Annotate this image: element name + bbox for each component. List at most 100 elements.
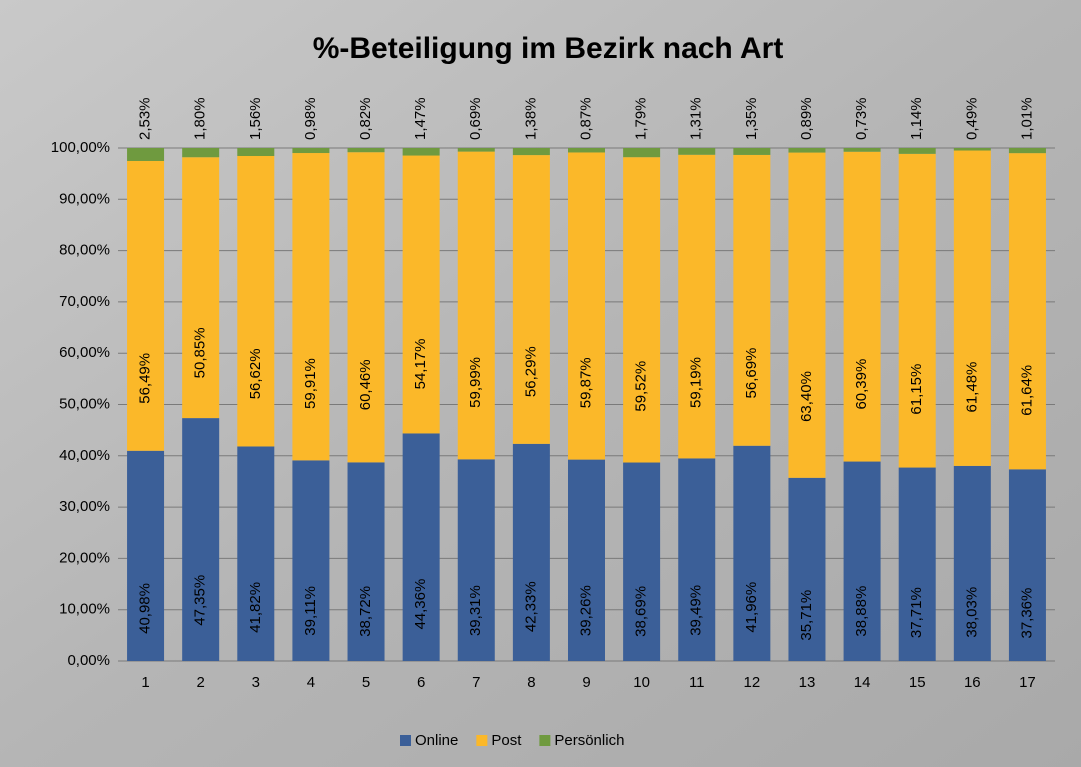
data-label: 39,49% bbox=[688, 585, 705, 636]
data-label: 42,33% bbox=[522, 581, 539, 632]
data-label: 38,88% bbox=[853, 586, 870, 637]
data-label: 1,31% bbox=[688, 97, 705, 140]
bar-segment bbox=[292, 153, 330, 461]
data-label: 0,73% bbox=[853, 97, 870, 140]
data-label: 61,64% bbox=[1018, 365, 1035, 416]
bar-segment bbox=[953, 150, 991, 466]
data-label: 41,82% bbox=[247, 582, 264, 633]
data-label: 59,52% bbox=[633, 361, 650, 412]
data-label: 1,79% bbox=[633, 97, 650, 140]
bar-segment bbox=[898, 148, 936, 154]
data-label: 0,87% bbox=[577, 97, 594, 140]
data-label: 59,99% bbox=[467, 357, 484, 408]
x-tick-label: 10 bbox=[633, 674, 650, 691]
data-label: 47,35% bbox=[192, 575, 209, 626]
x-tick-label: 3 bbox=[252, 674, 260, 691]
bar-segment bbox=[1008, 469, 1046, 661]
bar-segment bbox=[127, 148, 165, 161]
data-label: 59,87% bbox=[577, 357, 594, 408]
data-label: 35,71% bbox=[798, 590, 815, 641]
data-label: 60,46% bbox=[357, 359, 374, 410]
x-tick-label: 15 bbox=[909, 674, 926, 691]
x-tick-label: 6 bbox=[417, 674, 425, 691]
data-label: 59,19% bbox=[688, 357, 705, 408]
data-label: 56,49% bbox=[137, 353, 154, 404]
bar-segment bbox=[843, 151, 881, 462]
x-tick-label: 17 bbox=[1019, 674, 1036, 691]
data-label: 1,56% bbox=[247, 97, 264, 140]
data-label: 54,17% bbox=[412, 339, 429, 390]
data-label: 0,49% bbox=[963, 97, 980, 140]
bar-segment bbox=[127, 160, 165, 451]
bar-segment bbox=[347, 148, 385, 153]
x-tick-label: 11 bbox=[689, 674, 705, 691]
bar-segment bbox=[843, 148, 881, 152]
data-label: 60,39% bbox=[853, 359, 870, 410]
data-label: 61,48% bbox=[963, 362, 980, 413]
data-label: 56,62% bbox=[247, 348, 264, 399]
x-tick-label: 12 bbox=[744, 674, 761, 691]
bar-segment bbox=[512, 155, 550, 444]
bar-segment bbox=[402, 155, 440, 434]
y-tick-label: 90,00% bbox=[59, 190, 110, 207]
legend-swatch bbox=[476, 735, 488, 746]
x-tick-label: 14 bbox=[854, 674, 871, 691]
bar-segment bbox=[402, 148, 440, 156]
y-tick-label: 30,00% bbox=[59, 498, 110, 515]
bar-segment bbox=[953, 148, 991, 151]
data-label: 0,89% bbox=[798, 97, 815, 140]
bar-segment bbox=[1008, 147, 1046, 154]
bar-segment bbox=[237, 446, 275, 661]
data-label: 56,29% bbox=[522, 346, 539, 397]
data-label: 59,91% bbox=[302, 358, 319, 409]
y-tick-label: 70,00% bbox=[59, 293, 110, 310]
data-label: 61,15% bbox=[908, 364, 925, 415]
legend-label: Online bbox=[415, 732, 458, 749]
data-label: 63,40% bbox=[798, 371, 815, 422]
bar-segment bbox=[788, 477, 826, 661]
data-label: 2,53% bbox=[137, 97, 154, 140]
bar-segment bbox=[788, 148, 826, 153]
bar-segment bbox=[678, 458, 716, 661]
data-label: 38,72% bbox=[357, 586, 374, 637]
bar-segment bbox=[623, 157, 661, 463]
bar-segment bbox=[733, 445, 771, 661]
y-tick-label: 100,00% bbox=[51, 139, 110, 156]
x-tick-label: 2 bbox=[197, 674, 205, 691]
y-tick-label: 20,00% bbox=[59, 549, 110, 566]
y-tick-label: 10,00% bbox=[59, 601, 110, 618]
bar-segment bbox=[623, 462, 661, 661]
data-label: 44,36% bbox=[412, 579, 429, 630]
chart-title: %-Beteiligung im Bezirk nach Art bbox=[313, 32, 784, 65]
y-tick-label: 60,00% bbox=[59, 344, 110, 361]
bar-segment bbox=[292, 148, 330, 154]
bar-segment bbox=[568, 148, 605, 153]
bar-segment bbox=[127, 450, 165, 661]
bar-segment bbox=[733, 148, 771, 155]
bar-segment bbox=[237, 156, 275, 447]
bar-segment bbox=[678, 148, 716, 155]
bar-segment bbox=[898, 153, 936, 468]
bar-segment bbox=[292, 460, 330, 661]
bar-segment bbox=[347, 462, 385, 661]
bar-segment bbox=[1008, 153, 1046, 470]
y-tick-label: 50,00% bbox=[59, 395, 110, 412]
bar-segment bbox=[457, 151, 495, 460]
bar-segment bbox=[457, 459, 495, 661]
bar-segment bbox=[788, 152, 826, 478]
x-tick-label: 7 bbox=[472, 674, 480, 691]
data-label: 41,96% bbox=[743, 582, 760, 633]
y-tick-label: 0,00% bbox=[67, 652, 110, 669]
x-tick-label: 9 bbox=[582, 674, 590, 691]
legend-swatch bbox=[400, 735, 411, 746]
bar-segment bbox=[512, 148, 550, 156]
bar-segment bbox=[182, 148, 220, 158]
bar-segment bbox=[237, 148, 275, 157]
bar-segment bbox=[182, 157, 220, 419]
data-label: 39,11% bbox=[302, 586, 319, 636]
bar-segment bbox=[843, 461, 881, 661]
bar-segment bbox=[623, 148, 661, 158]
data-label: 39,26% bbox=[577, 585, 594, 636]
bar-segment bbox=[733, 154, 771, 446]
bar-segment bbox=[568, 152, 605, 460]
